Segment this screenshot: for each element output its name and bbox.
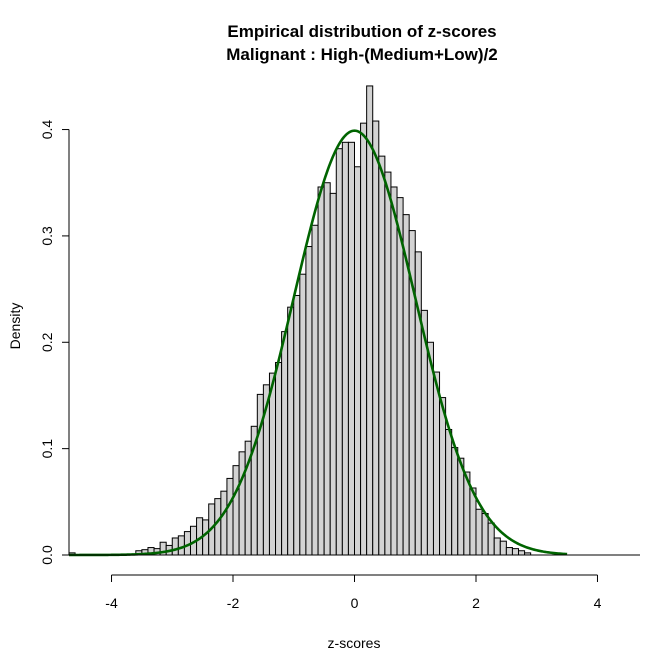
histogram-bar [384, 171, 392, 556]
y-tick-label: 0.0 [39, 545, 55, 565]
histogram-bar [432, 371, 441, 556]
histogram-bar [390, 186, 398, 556]
x-tick-label: 2 [472, 595, 480, 611]
x-tick-label: -2 [227, 595, 240, 611]
histogram-bar [281, 331, 289, 556]
histogram-bar [354, 166, 362, 556]
y-tick-label: 0.3 [39, 226, 55, 246]
histogram-bar [226, 477, 234, 556]
histogram-bar [311, 224, 319, 556]
histogram-bar [287, 306, 295, 556]
histogram-bar [341, 141, 349, 556]
histogram-bar [232, 465, 240, 556]
chart-title: Empirical distribution of z-scores [227, 22, 496, 41]
histogram-bar [505, 547, 513, 556]
y-tick-label: 0.1 [39, 439, 55, 459]
histogram-bar [372, 120, 380, 556]
normal-density-curve [69, 129, 568, 557]
y-tick-label: 0.4 [39, 120, 55, 140]
histogram-bar [451, 447, 459, 556]
chart-subtitle: Malignant : High-(Medium+Low)/2 [226, 45, 498, 64]
histogram-bar [378, 155, 386, 556]
histogram-bars [68, 85, 532, 556]
histogram-bar [511, 548, 520, 556]
histogram-bar [493, 537, 501, 556]
histogram-bar [275, 361, 283, 556]
x-axis-title: z-scores [328, 635, 381, 651]
histogram-bar [299, 273, 307, 556]
histogram-bar [439, 397, 447, 556]
histogram-bar [171, 537, 179, 556]
histogram-bar [214, 498, 222, 556]
histogram-bar [305, 246, 313, 556]
histogram-bar [518, 550, 526, 556]
histogram-bar [293, 294, 301, 556]
x-axis: -4 -2 0 2 4 [69, 554, 640, 611]
histogram-bar [317, 186, 325, 556]
histogram-bar [396, 197, 404, 556]
histogram-bar [457, 457, 465, 556]
histogram-bar [177, 535, 185, 556]
y-axis-title: Density [7, 303, 23, 350]
histogram-bar [220, 490, 228, 556]
histogram-bar [238, 451, 246, 556]
histogram-bar [335, 148, 343, 556]
histogram-bar [360, 122, 368, 556]
y-tick-label: 0.2 [39, 332, 55, 352]
x-tick-label: 0 [351, 595, 359, 611]
histogram-bar [329, 192, 337, 556]
histogram-bar [487, 522, 495, 556]
histogram-bar [445, 428, 453, 556]
histogram-bar [499, 540, 507, 556]
histogram-bar [202, 519, 210, 556]
histogram-bar [268, 372, 277, 556]
histogram-bar [347, 141, 356, 556]
histogram-bar [475, 508, 483, 556]
histogram-bar [323, 182, 331, 556]
x-tick-label: 4 [594, 595, 602, 611]
x-tick-label: -4 [105, 595, 118, 611]
histogram-bar [366, 85, 374, 556]
histogram-bar [481, 513, 489, 556]
y-axis: 0.0 0.1 0.2 0.3 0.4 [39, 120, 70, 565]
